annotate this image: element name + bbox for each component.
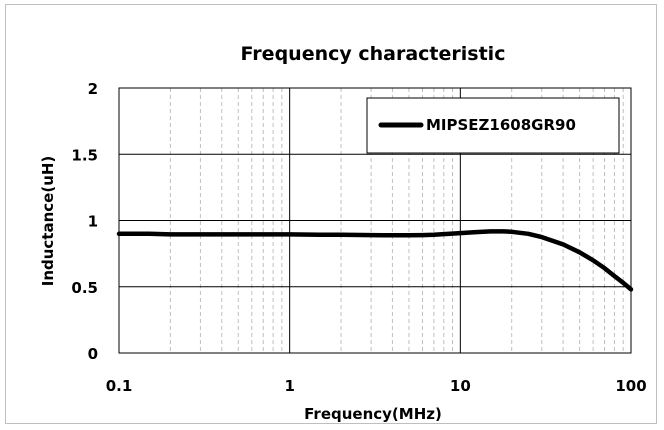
y-tick-label: 2 [88, 80, 98, 98]
chart-title: Frequency characteristic [241, 43, 506, 65]
y-tick-labels: 0 0.5 1 1.5 2 [71, 80, 98, 363]
legend: MIPSEZ1608GR90 [366, 97, 620, 154]
y-tick-label: 0 [88, 345, 98, 363]
y-tick-label: 1.5 [71, 146, 98, 164]
x-tick-labels: 0.1 1 10 100 [106, 377, 647, 395]
x-tick-label: 100 [615, 377, 646, 395]
major-gridlines [118, 87, 632, 354]
series-line [116, 229, 634, 292]
y-axis-label: Inductance(uH) [39, 156, 57, 287]
series-layer [116, 229, 634, 292]
x-tick-label: 10 [450, 377, 471, 395]
plot-area-border [118, 87, 632, 354]
y-tick-label: 1 [88, 213, 98, 231]
x-axis-label: Frequency(MHz) [304, 405, 442, 423]
x-tick-label: 0.1 [106, 377, 133, 395]
chart-frame [5, 4, 657, 424]
legend-label: MIPSEZ1608GR90 [426, 116, 576, 134]
y-tick-label: 0.5 [71, 279, 98, 297]
x-tick-label: 1 [284, 377, 294, 395]
